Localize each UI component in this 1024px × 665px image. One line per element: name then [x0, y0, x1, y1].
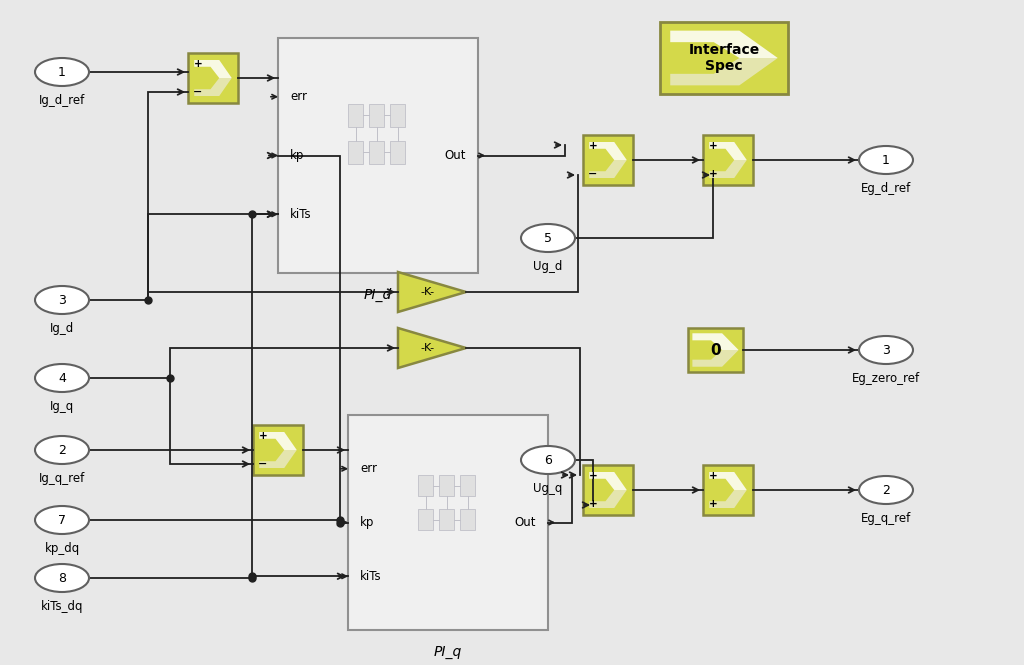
Text: Ig_q: Ig_q — [50, 400, 74, 413]
Text: Eg_q_ref: Eg_q_ref — [861, 512, 911, 525]
Text: Ig_d_ref: Ig_d_ref — [39, 94, 85, 107]
Bar — [253, 425, 303, 475]
Bar — [188, 53, 238, 103]
Polygon shape — [589, 142, 627, 160]
Text: Interface
Spec: Interface Spec — [688, 43, 760, 73]
Text: 7: 7 — [58, 513, 66, 527]
Text: kp: kp — [290, 149, 304, 162]
Text: 5: 5 — [544, 231, 552, 245]
Text: +: + — [259, 431, 267, 442]
Bar — [688, 328, 743, 372]
Text: kp_dq: kp_dq — [44, 542, 80, 555]
Polygon shape — [671, 31, 778, 58]
Bar — [583, 135, 633, 185]
Bar — [348, 104, 364, 127]
Text: +: + — [709, 471, 718, 481]
Text: +: + — [709, 141, 718, 151]
Text: 3: 3 — [882, 344, 890, 356]
Bar — [390, 104, 406, 127]
Polygon shape — [692, 333, 738, 350]
Polygon shape — [259, 450, 297, 468]
Polygon shape — [259, 432, 297, 450]
Text: +: + — [194, 59, 203, 69]
Bar — [660, 22, 788, 94]
Text: +: + — [589, 499, 597, 509]
Ellipse shape — [35, 506, 89, 534]
Text: PI_d: PI_d — [364, 288, 392, 302]
Bar — [703, 465, 753, 515]
Ellipse shape — [521, 224, 575, 252]
Polygon shape — [692, 350, 738, 366]
Text: 2: 2 — [882, 483, 890, 497]
Polygon shape — [710, 142, 746, 160]
Text: kp: kp — [360, 516, 375, 529]
Text: 2: 2 — [58, 444, 66, 456]
Polygon shape — [589, 160, 627, 178]
Bar — [278, 38, 478, 273]
Polygon shape — [589, 472, 627, 490]
Text: -K-: -K- — [421, 343, 435, 353]
Polygon shape — [398, 328, 466, 368]
Ellipse shape — [859, 476, 913, 504]
Text: Eg_zero_ref: Eg_zero_ref — [852, 372, 920, 385]
Ellipse shape — [859, 146, 913, 174]
Text: err: err — [290, 90, 307, 103]
Ellipse shape — [35, 58, 89, 86]
Polygon shape — [710, 490, 746, 508]
Text: Ig_q_ref: Ig_q_ref — [39, 472, 85, 485]
Bar — [460, 509, 475, 531]
Text: −: − — [589, 169, 598, 179]
Polygon shape — [671, 58, 778, 85]
Ellipse shape — [35, 436, 89, 464]
Polygon shape — [710, 160, 746, 178]
Text: 3: 3 — [58, 293, 66, 307]
Text: 1: 1 — [58, 65, 66, 78]
Polygon shape — [398, 272, 466, 312]
Text: 0: 0 — [711, 342, 721, 358]
Bar — [418, 509, 433, 531]
Text: 1: 1 — [882, 154, 890, 166]
Bar — [439, 475, 454, 497]
Text: kiTs: kiTs — [290, 207, 311, 221]
Text: err: err — [360, 462, 377, 475]
Ellipse shape — [35, 564, 89, 592]
Text: −: − — [194, 86, 203, 96]
Ellipse shape — [859, 336, 913, 364]
Text: −: − — [258, 459, 267, 469]
Text: Ug_d: Ug_d — [534, 260, 562, 273]
Text: +: + — [589, 141, 597, 151]
Bar — [369, 141, 384, 164]
Ellipse shape — [35, 286, 89, 314]
Text: 8: 8 — [58, 571, 66, 585]
Bar — [703, 135, 753, 185]
Polygon shape — [589, 490, 627, 508]
Bar — [460, 475, 475, 497]
Polygon shape — [195, 78, 231, 96]
Polygon shape — [710, 472, 746, 490]
Text: Out: Out — [514, 516, 536, 529]
Text: 4: 4 — [58, 372, 66, 384]
Bar — [348, 415, 548, 630]
Text: Ug_q: Ug_q — [534, 482, 562, 495]
Text: kiTs: kiTs — [360, 570, 382, 583]
Text: PI_q: PI_q — [434, 645, 462, 659]
Bar — [418, 475, 433, 497]
Bar — [390, 141, 406, 164]
Bar — [369, 104, 384, 127]
Text: -K-: -K- — [421, 287, 435, 297]
Polygon shape — [195, 60, 231, 78]
Text: +: + — [589, 471, 597, 481]
Text: +: + — [709, 499, 718, 509]
Text: Out: Out — [444, 149, 466, 162]
Bar — [348, 141, 364, 164]
Text: Eg_d_ref: Eg_d_ref — [861, 182, 911, 195]
Bar — [583, 465, 633, 515]
Text: Ig_d: Ig_d — [50, 322, 74, 335]
Text: kiTs_dq: kiTs_dq — [41, 600, 83, 613]
Ellipse shape — [521, 446, 575, 474]
Text: +: + — [709, 169, 718, 179]
Ellipse shape — [35, 364, 89, 392]
Bar — [439, 509, 454, 531]
Text: 6: 6 — [544, 454, 552, 467]
